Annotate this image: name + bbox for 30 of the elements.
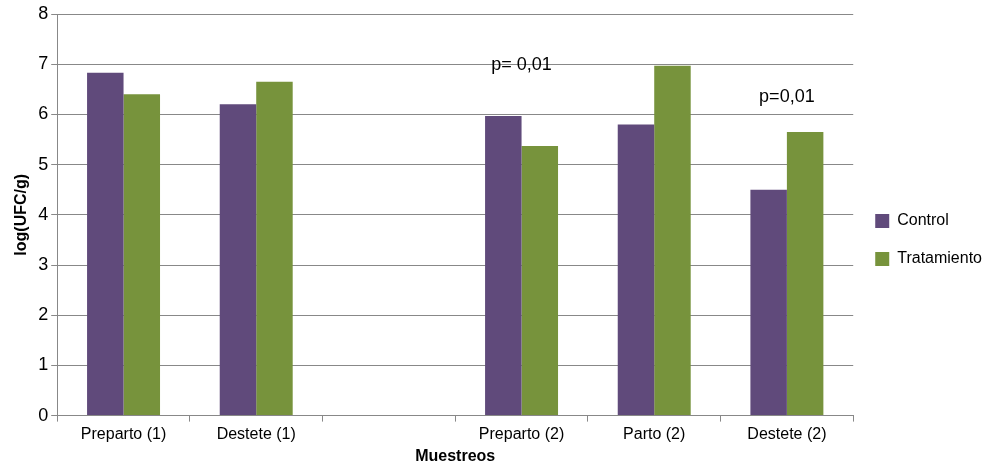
y-tick-label: 0 — [38, 404, 49, 425]
bar — [750, 189, 787, 416]
y-tick-label: 3 — [38, 253, 49, 274]
x-tick-label: Preparto (1) — [80, 424, 167, 442]
x-tick-label: Parto (2) — [623, 424, 686, 442]
x-axis-title: Muestreos — [415, 446, 496, 464]
bar — [87, 72, 124, 416]
y-tick-label: 8 — [38, 2, 49, 23]
x-tick-label: Preparto (2) — [478, 424, 565, 442]
y-tick-label: 2 — [38, 304, 49, 325]
y-axis-title: log(UFC/g) — [12, 173, 30, 256]
y-tick-label: 6 — [38, 103, 49, 124]
bar — [521, 146, 559, 416]
y-tick-label: 5 — [38, 153, 49, 174]
annotation: p=0,01 — [759, 86, 815, 107]
x-tick-label: Destete (2) — [747, 424, 827, 442]
bar — [219, 104, 257, 416]
annotation: p= 0,01 — [491, 54, 552, 75]
y-tick-label: 1 — [38, 354, 49, 375]
x-tick-label: Destete (1) — [216, 424, 296, 442]
bar — [786, 131, 824, 416]
bar — [485, 115, 522, 416]
bar — [617, 124, 655, 416]
bar — [654, 65, 691, 416]
y-tick-label: 4 — [38, 203, 49, 224]
y-tick-label: 7 — [38, 53, 49, 74]
legend-label: Control — [897, 211, 949, 229]
bar — [256, 81, 293, 416]
legend-label: Tratamiento — [897, 249, 983, 267]
bar — [123, 94, 161, 416]
